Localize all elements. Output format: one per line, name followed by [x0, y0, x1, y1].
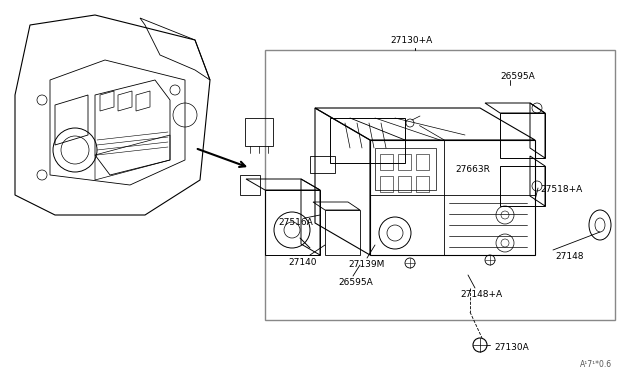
Bar — [265, 50, 615, 320]
Text: 27139M: 27139M — [348, 260, 385, 269]
Text: 27140: 27140 — [288, 258, 317, 267]
Text: 27130+A: 27130+A — [390, 36, 432, 45]
Text: 27516A: 27516A — [278, 218, 313, 227]
Text: 27130A: 27130A — [494, 343, 529, 352]
Text: 27663R: 27663R — [455, 165, 490, 174]
Text: 27148+A: 27148+A — [460, 290, 502, 299]
Text: 27518+A: 27518+A — [540, 185, 582, 194]
Text: 27148: 27148 — [555, 252, 584, 261]
Text: 26595A: 26595A — [500, 72, 535, 81]
Text: 26595A: 26595A — [338, 278, 372, 287]
Text: A¹7¹*0.6: A¹7¹*0.6 — [580, 360, 612, 369]
